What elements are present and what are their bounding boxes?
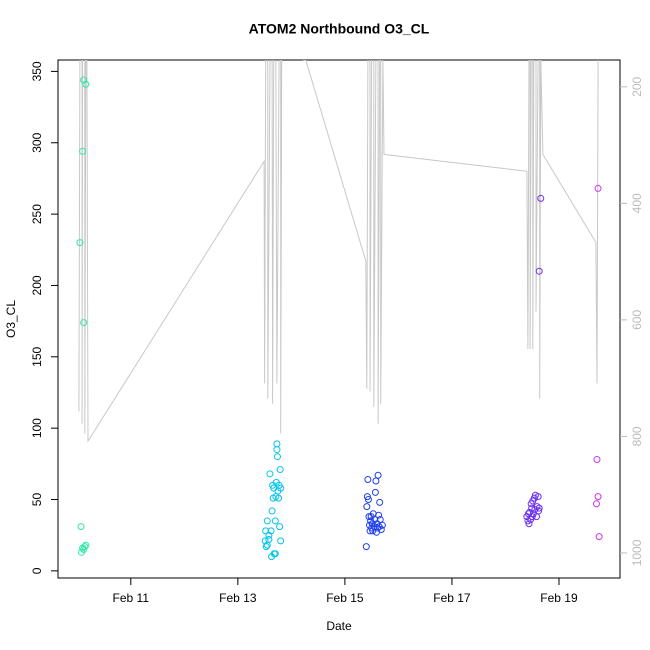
point: [80, 76, 88, 84]
point: [276, 466, 284, 474]
y-tick-label: 350: [30, 61, 44, 81]
plot-frame: [57, 59, 621, 579]
point: [80, 545, 88, 553]
point: [276, 523, 284, 531]
point: [364, 496, 372, 504]
x-tick-label: Feb 15: [326, 591, 364, 605]
pressure-line: [78, 60, 599, 443]
point: [535, 267, 543, 275]
y2-tick-label: 200: [630, 76, 644, 96]
point: [80, 319, 88, 327]
point: [271, 517, 279, 525]
point: [592, 500, 600, 508]
chart-title: ATOM2 Northbound O3_CL: [249, 21, 430, 37]
y-tick-label: 50: [30, 493, 44, 507]
point: [525, 520, 533, 528]
point: [594, 493, 602, 501]
x-axis-label: Date: [326, 619, 352, 633]
y2-tick-label: 600: [630, 310, 644, 330]
y2-tick-label: 1000: [630, 539, 644, 566]
point: [79, 147, 87, 155]
point: [265, 531, 273, 539]
point: [377, 525, 385, 533]
point: [594, 184, 602, 192]
point: [273, 440, 281, 448]
y-axis-label: O3_CL: [4, 300, 18, 338]
point: [371, 515, 379, 523]
y-tick-label: 250: [30, 204, 44, 224]
point: [535, 504, 543, 512]
point: [595, 533, 603, 541]
point: [76, 239, 84, 247]
y2-tick-label: 800: [630, 426, 644, 446]
point: [266, 470, 274, 478]
point: [271, 550, 279, 558]
point: [537, 194, 545, 202]
point: [268, 507, 276, 515]
point: [82, 541, 90, 549]
point: [375, 511, 383, 519]
point: [263, 517, 271, 525]
point: [265, 535, 273, 543]
point: [277, 537, 285, 545]
point: [364, 476, 372, 484]
point: [593, 456, 601, 464]
point: [372, 477, 380, 485]
point: [262, 543, 270, 551]
point: [82, 80, 90, 88]
y-tick-label: 200: [30, 275, 44, 295]
y2-tick-label: 400: [630, 193, 644, 213]
point: [277, 484, 285, 492]
x-tick-label: Feb 17: [433, 591, 471, 605]
point: [376, 498, 384, 506]
point: [273, 446, 281, 454]
point: [273, 453, 281, 461]
x-tick-label: Feb 19: [540, 591, 578, 605]
point: [535, 507, 543, 515]
x-tick-label: Feb 11: [113, 591, 150, 605]
point: [378, 521, 386, 529]
y-tick-label: 300: [30, 132, 44, 152]
point: [371, 488, 379, 496]
point: [374, 471, 382, 479]
y-tick-label: 0: [30, 567, 44, 574]
y-tick-label: 150: [30, 346, 44, 366]
x-tick-label: Feb 13: [219, 591, 257, 605]
point: [77, 523, 85, 531]
point: [275, 494, 283, 502]
y-tick-label: 100: [30, 418, 44, 438]
point: [267, 527, 275, 535]
point: [534, 493, 542, 501]
point: [363, 503, 371, 511]
point: [362, 543, 370, 551]
